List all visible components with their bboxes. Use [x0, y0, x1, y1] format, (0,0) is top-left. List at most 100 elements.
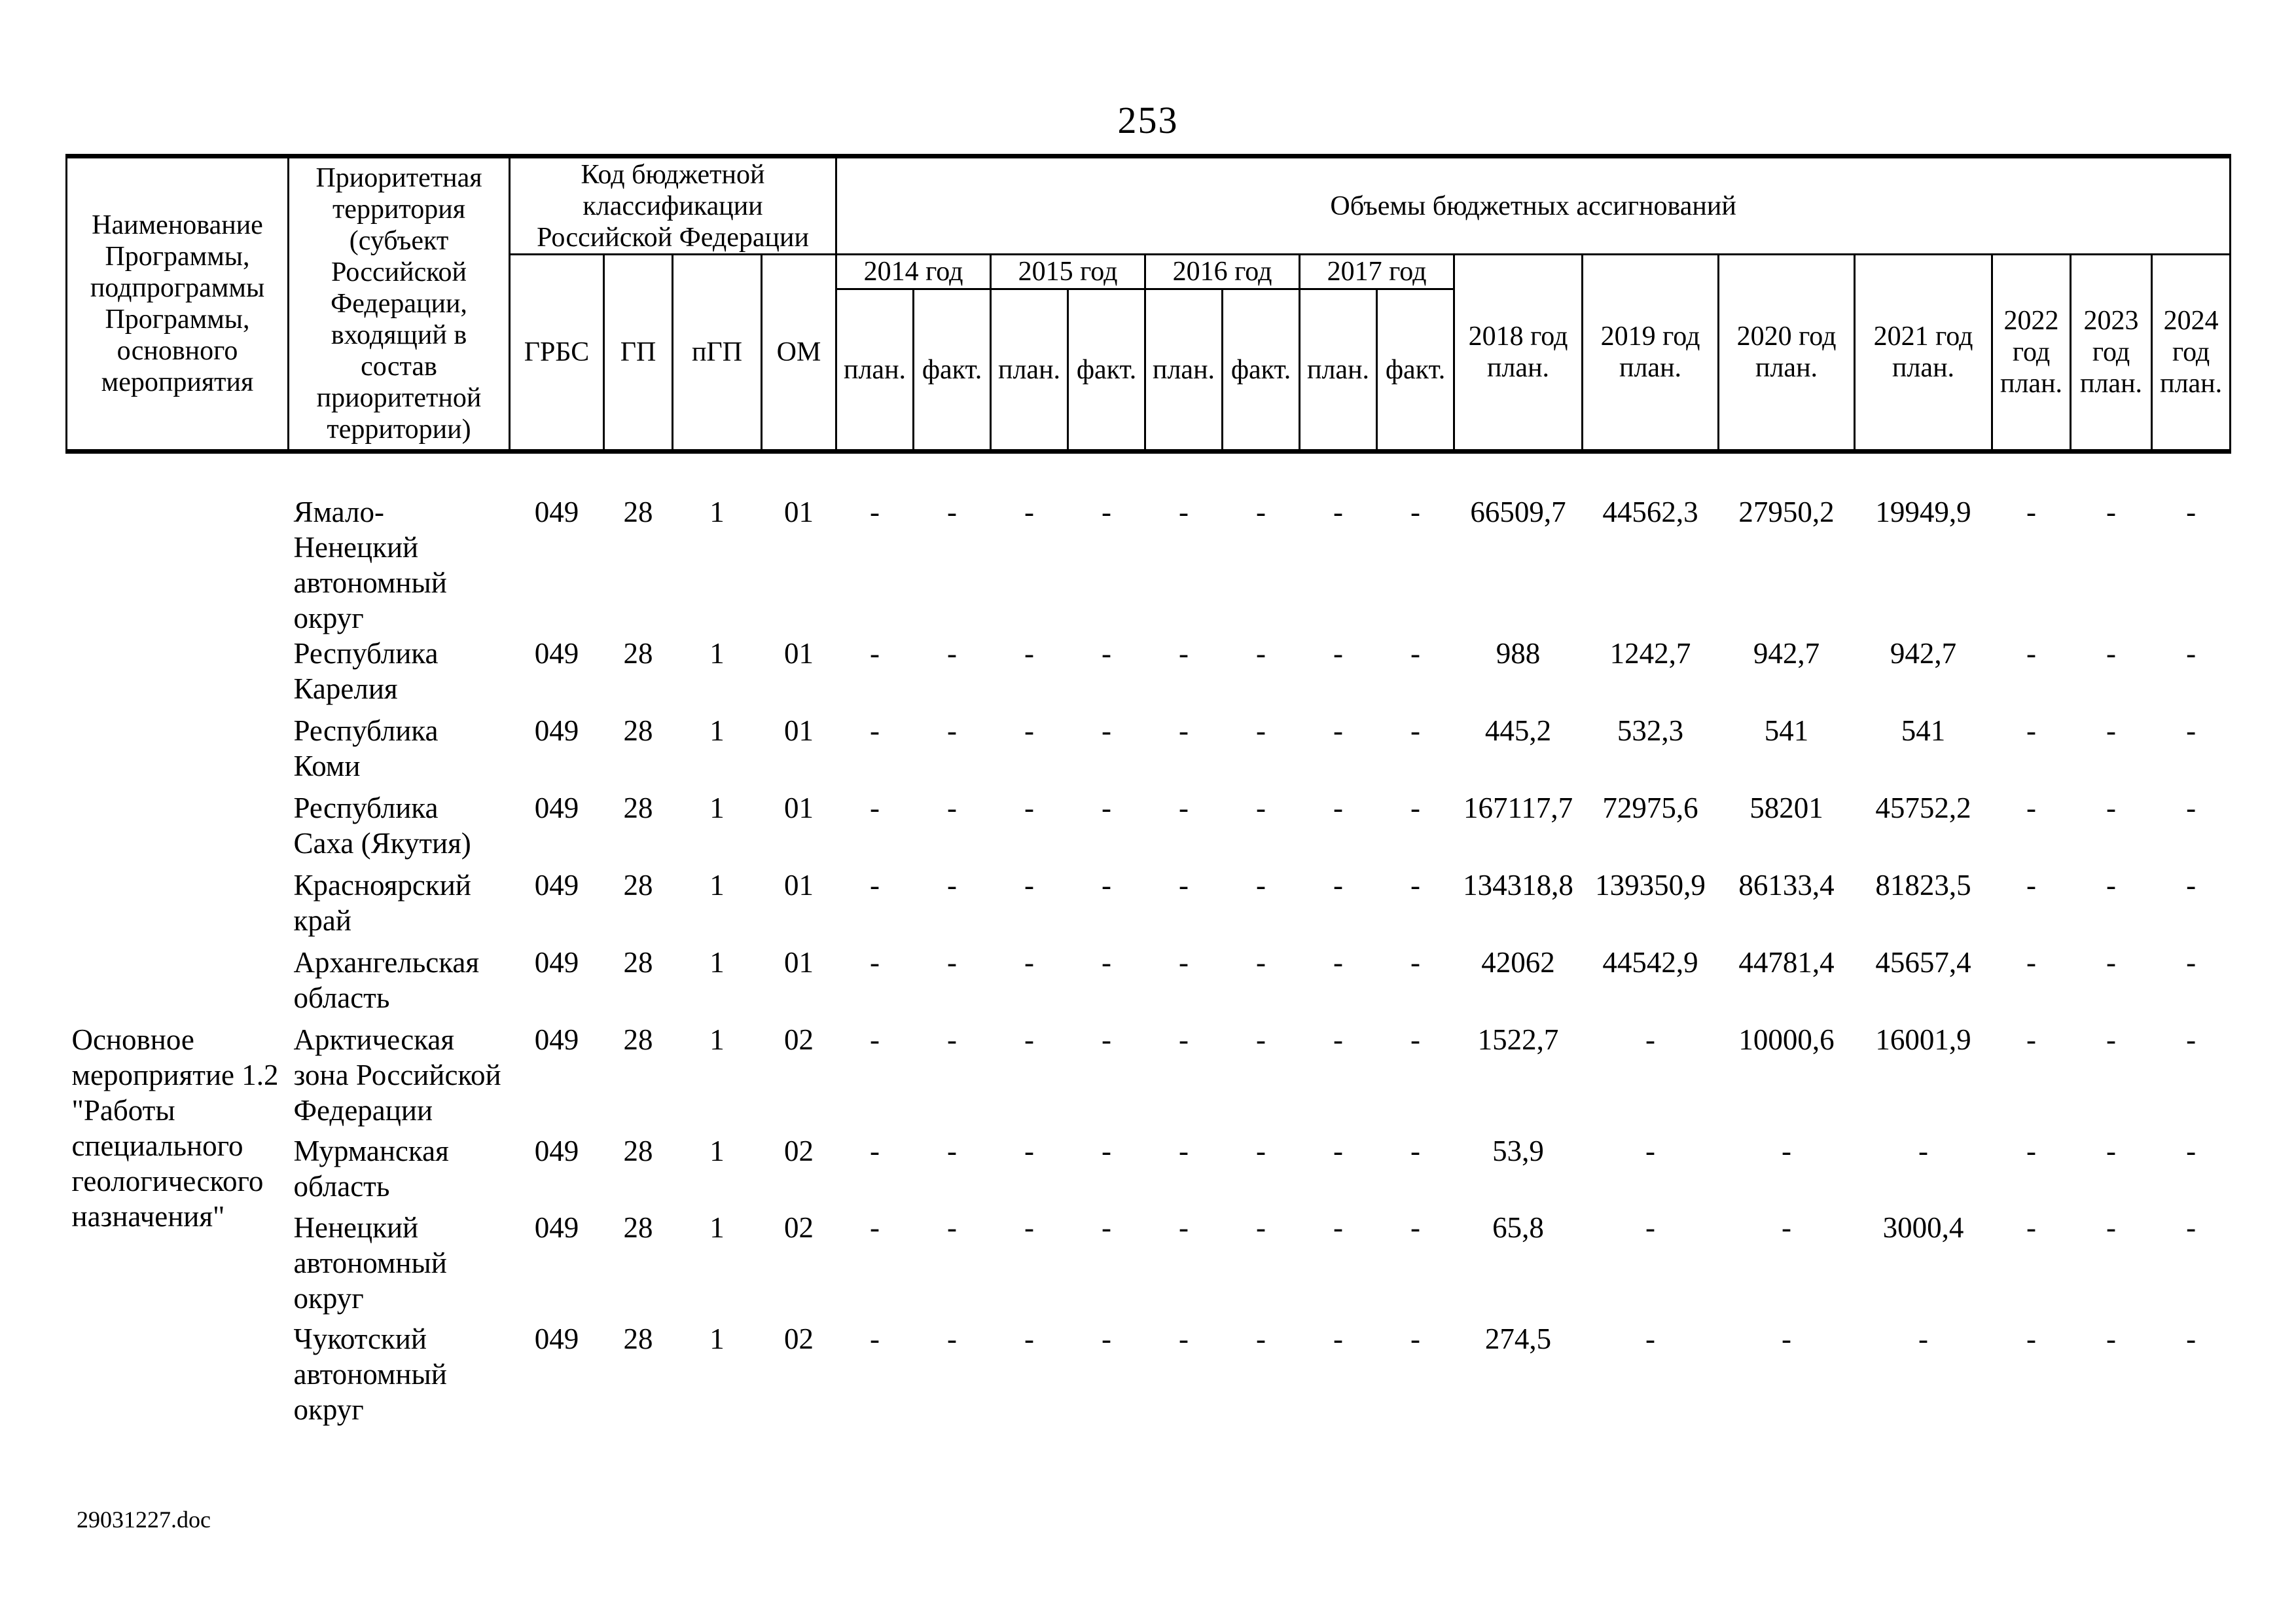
year-plan-value: 541 [1901, 714, 1946, 747]
code-cell-ГРБС: 049 [534, 637, 579, 670]
year-plan-value: 16001,9 [1875, 1023, 1971, 1056]
code-cell-пГП: 1 [709, 946, 725, 979]
plan-fact-value: - [1102, 496, 1112, 528]
plan-fact-value: - [1179, 496, 1189, 528]
code-cell-пГП: 1 [709, 496, 725, 528]
year-plan-value: 167117,7 [1463, 792, 1573, 824]
header-year-2016: 2016 год [1144, 253, 1301, 290]
plan-fact-value: - [947, 637, 958, 670]
code-cell-пГП: 1 [709, 1023, 725, 1056]
plan-fact-value: - [1333, 1322, 1344, 1355]
header-year-2021-plan: 2021 год план. [1854, 253, 1994, 454]
header-year-2023-plan: 2023 год план. [2070, 253, 2153, 454]
year-plan-value: - [2186, 946, 2197, 979]
year-plan-value: - [1918, 1135, 1929, 1167]
code-cell-ОМ: 02 [784, 1135, 814, 1167]
code-cell-ОМ: 02 [784, 1322, 814, 1355]
table-row: Республика Карелия 049 28 1 01 - - - - - - - - 988 124… [67, 636, 2231, 713]
table-row: Республика Коми 049 28 1 01 - - - - - - - - 445,2 532,… [67, 713, 2231, 790]
year-plan-value: 532,3 [1617, 714, 1684, 747]
year-plan-value: 53,9 [1492, 1135, 1544, 1167]
year-plan-value: - [2106, 869, 2117, 902]
code-cell-ОМ: 01 [784, 496, 814, 528]
plan-fact-value: - [1256, 792, 1266, 824]
header-fact-2016: факт. [1221, 288, 1301, 454]
header-year-2024-plan: 2024 год план. [2151, 253, 2232, 454]
territory-cell: Чукотский автономный округ [293, 1322, 447, 1426]
code-cell-ГП: 28 [623, 792, 653, 824]
header-plan-2014: план. [835, 288, 915, 454]
plan-fact-value: - [1256, 1023, 1266, 1056]
code-cell-ГРБС: 049 [534, 1211, 579, 1244]
plan-fact-value: - [1024, 792, 1035, 824]
year-plan-value: - [2026, 946, 2037, 979]
code-cell-ГРБС: 049 [534, 1322, 579, 1355]
year-plan-value: 942,7 [1890, 637, 1957, 670]
year-plan-value: 134318,8 [1463, 869, 1573, 902]
header-code-col-2: пГП [672, 253, 762, 454]
header-fact-2014: факт. [912, 288, 992, 454]
header-plan-2016: план. [1144, 288, 1224, 454]
year-plan-value: - [2106, 946, 2117, 979]
plan-fact-value: - [1410, 869, 1421, 902]
plan-fact-value: - [1410, 1135, 1421, 1167]
table-row: Чукотский автономный округ 049 28 1 02 - - - - - -… [67, 1321, 2231, 1459]
table-row: Основное мероприятие 1.2 "Работы специал… [67, 1022, 2231, 1233]
program-name-cell: Основное мероприятие 1.2 "Работы специал… [71, 1023, 279, 1233]
code-cell-ОМ: 01 [784, 792, 814, 824]
plan-fact-value: - [1024, 1135, 1035, 1167]
plan-fact-value: - [1333, 1211, 1344, 1244]
code-cell-пГП: 1 [709, 714, 725, 747]
table-row: Ямало- Ненецкий автономный округ 049 28 1 01… [67, 452, 2231, 636]
plan-fact-value: - [1179, 1023, 1189, 1056]
territory-cell: Республика Коми [293, 714, 439, 782]
plan-fact-value: - [1024, 637, 1035, 670]
year-plan-value: - [2026, 714, 2037, 747]
code-cell-ГП: 28 [623, 1023, 653, 1056]
year-plan-value: 86133,4 [1738, 869, 1835, 902]
plan-fact-value: - [1410, 714, 1421, 747]
plan-fact-value: - [947, 496, 958, 528]
code-cell-ГРБС: 049 [534, 1135, 579, 1167]
year-plan-value: 19949,9 [1875, 496, 1971, 528]
plan-fact-value: - [1179, 1211, 1189, 1244]
plan-fact-value: - [947, 1322, 958, 1355]
plan-fact-value: - [1410, 1023, 1421, 1056]
territory-cell: Красноярский край [293, 869, 471, 937]
plan-fact-value: - [1333, 714, 1344, 747]
table-header: Наименование Программы, подпрограммы Про… [65, 154, 2232, 454]
code-cell-пГП: 1 [709, 1211, 725, 1244]
year-plan-value: 44542,9 [1602, 946, 1698, 979]
year-plan-value: - [2106, 496, 2117, 528]
plan-fact-value: - [1179, 714, 1189, 747]
plan-fact-value: - [1333, 869, 1344, 902]
year-plan-value: - [2186, 637, 2197, 670]
header-year-2020-plan: 2020 год план. [1717, 253, 1856, 454]
header-year-2018-plan: 2018 год план. [1453, 253, 1584, 454]
header-year-2015: 2015 год [990, 253, 1147, 290]
code-cell-пГП: 1 [709, 792, 725, 824]
year-plan-value: 274,5 [1484, 1322, 1552, 1355]
year-plan-value: - [1782, 1211, 1792, 1244]
year-plan-value: - [2106, 1322, 2117, 1355]
year-plan-value: - [2106, 792, 2117, 824]
territory-cell: Республика Карелия [293, 637, 439, 705]
plan-fact-value: - [1179, 869, 1189, 902]
plan-fact-value: - [870, 1211, 880, 1244]
code-cell-ГП: 28 [623, 869, 653, 902]
year-plan-value: 44562,3 [1602, 496, 1698, 528]
code-cell-ГРБС: 049 [534, 869, 579, 902]
plan-fact-value: - [1256, 1135, 1266, 1167]
plan-fact-value: - [870, 1023, 880, 1056]
plan-fact-value: - [1410, 1211, 1421, 1244]
year-plan-value: 10000,6 [1738, 1023, 1835, 1056]
year-plan-value: - [2186, 714, 2197, 747]
plan-fact-value: - [1256, 714, 1266, 747]
year-plan-value: 44781,4 [1738, 946, 1835, 979]
plan-fact-value: - [947, 1135, 958, 1167]
territory-cell: Республика Саха (Якутия) [293, 792, 471, 860]
code-cell-пГП: 1 [709, 869, 725, 902]
code-cell-ГП: 28 [623, 1322, 653, 1355]
code-cell-ГП: 28 [623, 1211, 653, 1244]
plan-fact-value: - [947, 946, 958, 979]
